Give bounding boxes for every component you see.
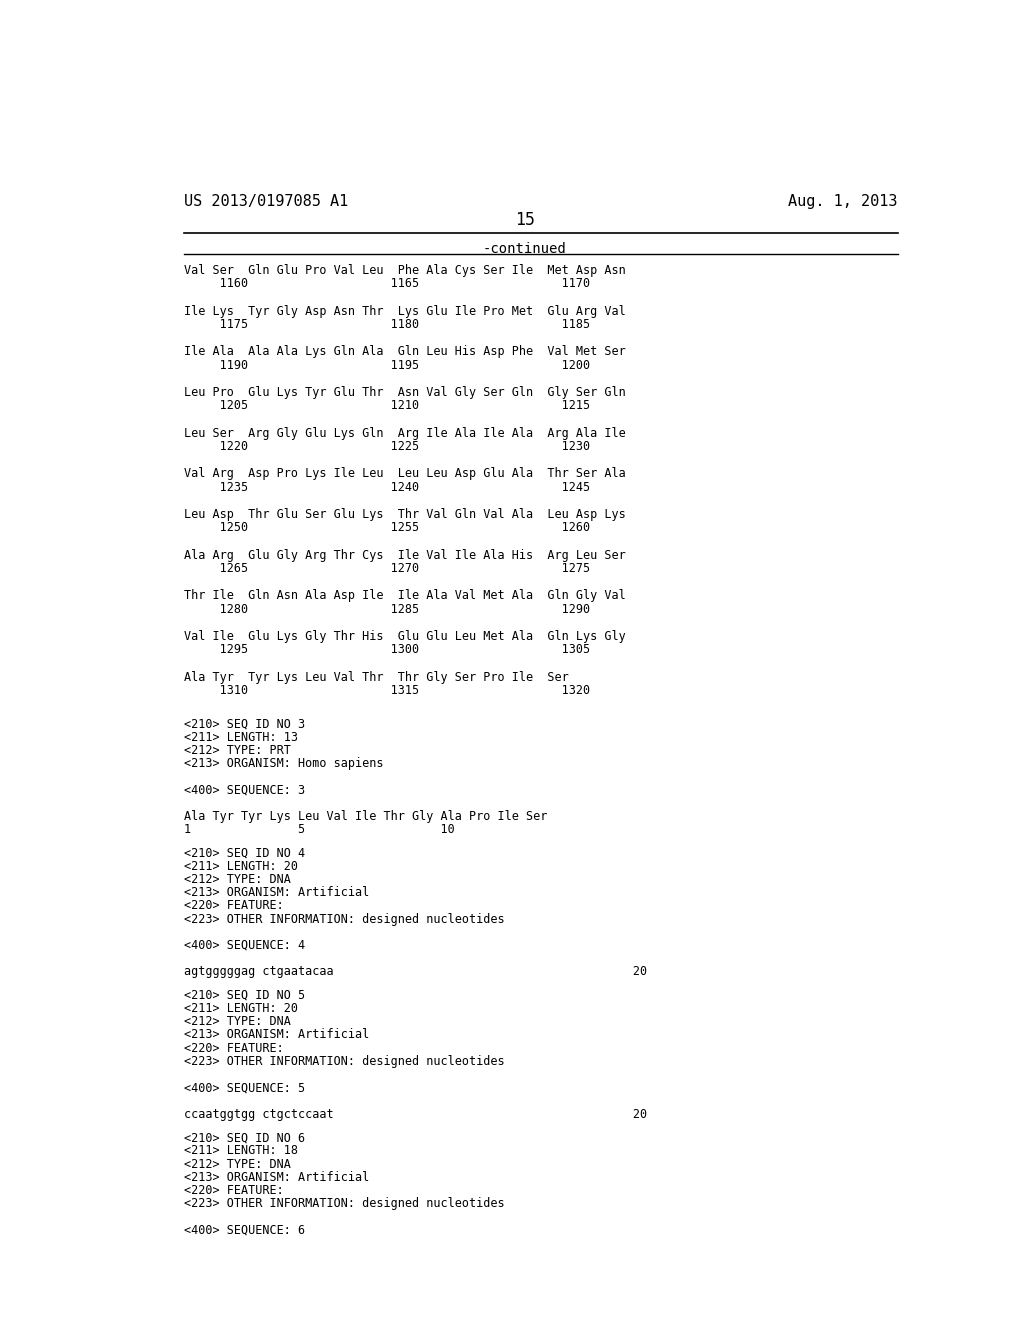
Text: 1160                    1165                    1170: 1160 1165 1170 bbox=[183, 277, 590, 290]
Text: -continued: -continued bbox=[483, 242, 566, 256]
Text: <400> SEQUENCE: 5: <400> SEQUENCE: 5 bbox=[183, 1081, 305, 1094]
Text: <211> LENGTH: 18: <211> LENGTH: 18 bbox=[183, 1144, 298, 1158]
Text: Val Ser  Gln Glu Pro Val Leu  Phe Ala Cys Ser Ile  Met Asp Asn: Val Ser Gln Glu Pro Val Leu Phe Ala Cys … bbox=[183, 264, 626, 277]
Text: <400> SEQUENCE: 4: <400> SEQUENCE: 4 bbox=[183, 939, 305, 952]
Text: agtgggggag ctgaatacaa                                          20: agtgggggag ctgaatacaa 20 bbox=[183, 965, 647, 978]
Text: 1235                    1240                    1245: 1235 1240 1245 bbox=[183, 480, 590, 494]
Text: Val Ile  Glu Lys Gly Thr His  Glu Glu Leu Met Ala  Gln Lys Gly: Val Ile Glu Lys Gly Thr His Glu Glu Leu … bbox=[183, 630, 626, 643]
Text: 1               5                   10: 1 5 10 bbox=[183, 824, 455, 836]
Text: Ile Ala  Ala Ala Lys Gln Ala  Gln Leu His Asp Phe  Val Met Ser: Ile Ala Ala Ala Lys Gln Ala Gln Leu His … bbox=[183, 346, 626, 359]
Text: 1250                    1255                    1260: 1250 1255 1260 bbox=[183, 521, 590, 535]
Text: 1175                    1180                    1185: 1175 1180 1185 bbox=[183, 318, 590, 331]
Text: <213> ORGANISM: Homo sapiens: <213> ORGANISM: Homo sapiens bbox=[183, 758, 383, 770]
Text: ccaatggtgg ctgctccaat                                          20: ccaatggtgg ctgctccaat 20 bbox=[183, 1107, 647, 1121]
Text: Aug. 1, 2013: Aug. 1, 2013 bbox=[788, 194, 898, 209]
Text: 15: 15 bbox=[515, 211, 535, 230]
Text: 1190                    1195                    1200: 1190 1195 1200 bbox=[183, 359, 590, 372]
Text: Thr Ile  Gln Asn Ala Asp Ile  Ile Ala Val Met Ala  Gln Gly Val: Thr Ile Gln Asn Ala Asp Ile Ile Ala Val … bbox=[183, 589, 626, 602]
Text: <211> LENGTH: 20: <211> LENGTH: 20 bbox=[183, 859, 298, 873]
Text: <223> OTHER INFORMATION: designed nucleotides: <223> OTHER INFORMATION: designed nucleo… bbox=[183, 1055, 504, 1068]
Text: <212> TYPE: DNA: <212> TYPE: DNA bbox=[183, 1015, 291, 1028]
Text: Ala Tyr Tyr Lys Leu Val Ile Thr Gly Ala Pro Ile Ser: Ala Tyr Tyr Lys Leu Val Ile Thr Gly Ala … bbox=[183, 810, 547, 822]
Text: Leu Pro  Glu Lys Tyr Glu Thr  Asn Val Gly Ser Gln  Gly Ser Gln: Leu Pro Glu Lys Tyr Glu Thr Asn Val Gly … bbox=[183, 385, 626, 399]
Text: 1295                    1300                    1305: 1295 1300 1305 bbox=[183, 643, 590, 656]
Text: 1265                    1270                    1275: 1265 1270 1275 bbox=[183, 562, 590, 576]
Text: <400> SEQUENCE: 6: <400> SEQUENCE: 6 bbox=[183, 1224, 305, 1237]
Text: <213> ORGANISM: Artificial: <213> ORGANISM: Artificial bbox=[183, 886, 369, 899]
Text: 1280                    1285                    1290: 1280 1285 1290 bbox=[183, 602, 590, 615]
Text: <212> TYPE: PRT: <212> TYPE: PRT bbox=[183, 744, 291, 756]
Text: Leu Asp  Thr Glu Ser Glu Lys  Thr Val Gln Val Ala  Leu Asp Lys: Leu Asp Thr Glu Ser Glu Lys Thr Val Gln … bbox=[183, 508, 626, 521]
Text: Val Arg  Asp Pro Lys Ile Leu  Leu Leu Asp Glu Ala  Thr Ser Ala: Val Arg Asp Pro Lys Ile Leu Leu Leu Asp … bbox=[183, 467, 626, 480]
Text: Ile Lys  Tyr Gly Asp Asn Thr  Lys Glu Ile Pro Met  Glu Arg Val: Ile Lys Tyr Gly Asp Asn Thr Lys Glu Ile … bbox=[183, 305, 626, 318]
Text: Leu Ser  Arg Gly Glu Lys Gln  Arg Ile Ala Ile Ala  Arg Ala Ile: Leu Ser Arg Gly Glu Lys Gln Arg Ile Ala … bbox=[183, 426, 626, 440]
Text: <220> FEATURE:: <220> FEATURE: bbox=[183, 899, 284, 912]
Text: <210> SEQ ID NO 3: <210> SEQ ID NO 3 bbox=[183, 718, 305, 730]
Text: 1205                    1210                    1215: 1205 1210 1215 bbox=[183, 399, 590, 412]
Text: <213> ORGANISM: Artificial: <213> ORGANISM: Artificial bbox=[183, 1171, 369, 1184]
Text: <210> SEQ ID NO 6: <210> SEQ ID NO 6 bbox=[183, 1131, 305, 1144]
Text: <210> SEQ ID NO 5: <210> SEQ ID NO 5 bbox=[183, 989, 305, 1002]
Text: 1310                    1315                    1320: 1310 1315 1320 bbox=[183, 684, 590, 697]
Text: 1220                    1225                    1230: 1220 1225 1230 bbox=[183, 440, 590, 453]
Text: <223> OTHER INFORMATION: designed nucleotides: <223> OTHER INFORMATION: designed nucleo… bbox=[183, 912, 504, 925]
Text: <211> LENGTH: 20: <211> LENGTH: 20 bbox=[183, 1002, 298, 1015]
Text: Ala Tyr  Tyr Lys Leu Val Thr  Thr Gly Ser Pro Ile  Ser: Ala Tyr Tyr Lys Leu Val Thr Thr Gly Ser … bbox=[183, 671, 568, 684]
Text: <211> LENGTH: 13: <211> LENGTH: 13 bbox=[183, 731, 298, 743]
Text: <223> OTHER INFORMATION: designed nucleotides: <223> OTHER INFORMATION: designed nucleo… bbox=[183, 1197, 504, 1210]
Text: US 2013/0197085 A1: US 2013/0197085 A1 bbox=[183, 194, 348, 209]
Text: <220> FEATURE:: <220> FEATURE: bbox=[183, 1184, 284, 1197]
Text: Ala Arg  Glu Gly Arg Thr Cys  Ile Val Ile Ala His  Arg Leu Ser: Ala Arg Glu Gly Arg Thr Cys Ile Val Ile … bbox=[183, 549, 626, 562]
Text: <212> TYPE: DNA: <212> TYPE: DNA bbox=[183, 873, 291, 886]
Text: <220> FEATURE:: <220> FEATURE: bbox=[183, 1041, 284, 1055]
Text: <400> SEQUENCE: 3: <400> SEQUENCE: 3 bbox=[183, 784, 305, 796]
Text: <213> ORGANISM: Artificial: <213> ORGANISM: Artificial bbox=[183, 1028, 369, 1041]
Text: <212> TYPE: DNA: <212> TYPE: DNA bbox=[183, 1158, 291, 1171]
Text: <210> SEQ ID NO 4: <210> SEQ ID NO 4 bbox=[183, 846, 305, 859]
